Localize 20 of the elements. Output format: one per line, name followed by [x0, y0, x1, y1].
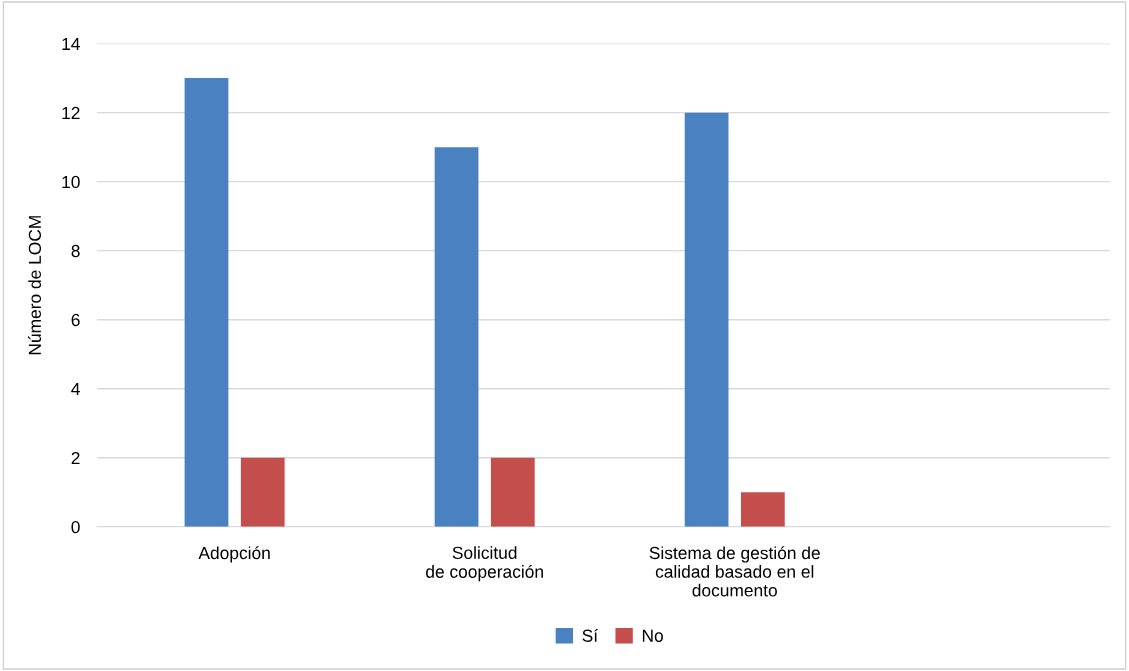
bar	[184, 78, 229, 527]
y-tick-label: 4	[71, 383, 80, 395]
y-tick-label: 14	[62, 37, 80, 50]
bar	[240, 457, 285, 527]
x-tick-label: Solicitud de cooperación	[426, 546, 543, 582]
y-axis-title: Número de LOCM	[28, 216, 42, 355]
legend-label: Sí	[582, 628, 599, 642]
x-tick-label: Sistema de gestión de calidad basado en el documento	[649, 546, 820, 597]
y-tick-label: 8	[71, 244, 80, 258]
y-tick-label: 10	[62, 175, 80, 189]
y-tick-label: 0	[71, 520, 80, 534]
y-tick-label: 12	[62, 106, 80, 119]
bar	[684, 112, 729, 527]
bar	[490, 457, 535, 527]
legend-label: No	[642, 629, 663, 642]
bar	[740, 492, 785, 527]
y-tick-label: 2	[71, 451, 80, 465]
y-tick-label: 6	[71, 313, 80, 327]
bar	[434, 147, 479, 527]
x-tick-label: Adopción	[198, 546, 270, 563]
